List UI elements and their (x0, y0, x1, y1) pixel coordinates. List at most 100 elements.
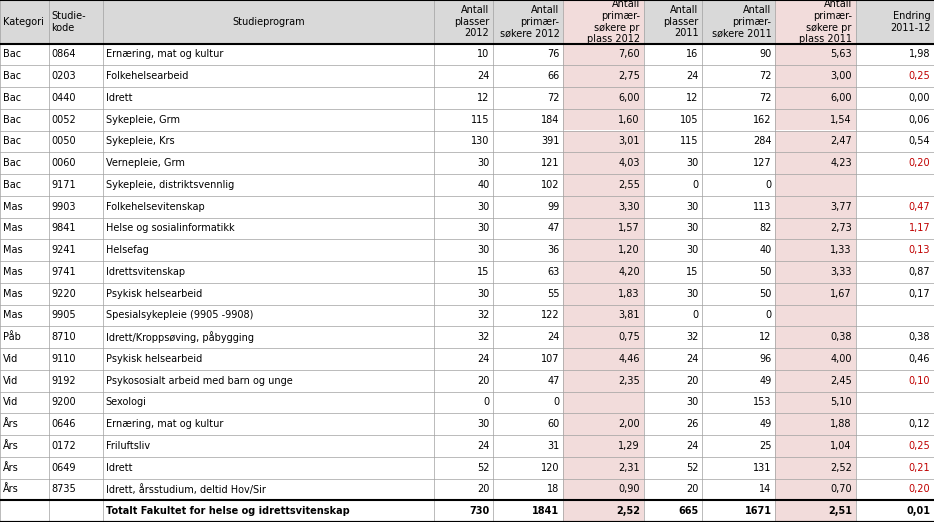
Text: 3,30: 3,30 (618, 201, 640, 211)
Text: 0,46: 0,46 (909, 354, 930, 364)
Text: 1,17: 1,17 (909, 223, 930, 233)
Bar (563, 348, 644, 370)
Text: 0172: 0172 (51, 441, 76, 451)
Text: 9241: 9241 (51, 245, 76, 255)
Text: Idrettsvitenskap: Idrettsvitenskap (106, 267, 185, 277)
Text: 0649: 0649 (51, 462, 76, 472)
Text: 16: 16 (686, 50, 699, 60)
Text: 107: 107 (541, 354, 559, 364)
Text: 0: 0 (765, 180, 771, 190)
Text: 40: 40 (477, 180, 489, 190)
Text: Bac: Bac (3, 71, 21, 81)
Bar (0, 0, 934, 43)
Text: 49: 49 (759, 419, 771, 429)
Text: 5,10: 5,10 (830, 397, 852, 407)
Text: 30: 30 (686, 397, 699, 407)
Text: 0: 0 (692, 311, 699, 321)
Text: 4,03: 4,03 (618, 158, 640, 168)
Bar (775, 435, 856, 457)
Text: 32: 32 (477, 332, 489, 342)
Text: 31: 31 (547, 441, 559, 451)
Text: 115: 115 (471, 115, 489, 125)
Text: 2,55: 2,55 (618, 180, 640, 190)
Text: 12: 12 (477, 93, 489, 103)
Text: 3,01: 3,01 (618, 136, 640, 146)
Text: 30: 30 (686, 158, 699, 168)
Text: 0440: 0440 (51, 93, 76, 103)
Bar (775, 500, 856, 522)
Text: 1,54: 1,54 (830, 115, 852, 125)
Bar (775, 87, 856, 109)
Text: 2,73: 2,73 (830, 223, 852, 233)
Text: 2,52: 2,52 (830, 462, 852, 472)
Text: 99: 99 (547, 201, 559, 211)
Bar (563, 174, 644, 196)
Text: Bac: Bac (3, 180, 21, 190)
Text: Mas: Mas (3, 245, 22, 255)
Text: Mas: Mas (3, 223, 22, 233)
Bar (0, 261, 934, 283)
Text: 0,47: 0,47 (909, 201, 930, 211)
Bar (775, 174, 856, 196)
Text: 24: 24 (686, 441, 699, 451)
Text: 184: 184 (541, 115, 559, 125)
Text: 0,38: 0,38 (909, 332, 930, 342)
Text: 30: 30 (686, 223, 699, 233)
Text: Antall
plasser
2012: Antall plasser 2012 (454, 5, 489, 38)
Text: 9905: 9905 (51, 311, 76, 321)
Text: 52: 52 (477, 462, 489, 472)
Text: 1,57: 1,57 (618, 223, 640, 233)
Text: Års: Års (3, 484, 19, 494)
Text: Antall
primær-
søkere pr
plass 2011: Antall primær- søkere pr plass 2011 (799, 0, 852, 44)
Text: 24: 24 (477, 441, 489, 451)
Text: Bac: Bac (3, 93, 21, 103)
Text: 0052: 0052 (51, 115, 76, 125)
Text: 30: 30 (477, 245, 489, 255)
Bar (775, 413, 856, 435)
Text: 127: 127 (753, 158, 771, 168)
Bar (775, 239, 856, 261)
Text: 1671: 1671 (744, 506, 771, 516)
Bar (563, 65, 644, 87)
Text: 2,75: 2,75 (618, 71, 640, 81)
Bar (0, 174, 934, 196)
Text: 9903: 9903 (51, 201, 76, 211)
Text: Psykisk helsearbeid: Psykisk helsearbeid (106, 289, 202, 299)
Text: Bac: Bac (3, 158, 21, 168)
Text: Mas: Mas (3, 201, 22, 211)
Text: Antall
primær-
søkere 2012: Antall primær- søkere 2012 (500, 5, 559, 38)
Text: Påb: Påb (3, 332, 21, 342)
Text: 113: 113 (753, 201, 771, 211)
Text: Bac: Bac (3, 136, 21, 146)
Bar (563, 479, 644, 500)
Text: 0,38: 0,38 (830, 332, 852, 342)
Text: 105: 105 (680, 115, 699, 125)
Text: 6,00: 6,00 (830, 93, 852, 103)
Text: 82: 82 (759, 223, 771, 233)
Text: 12: 12 (686, 93, 699, 103)
Text: 30: 30 (686, 245, 699, 255)
Text: 0: 0 (692, 180, 699, 190)
Text: 115: 115 (680, 136, 699, 146)
Text: 5,63: 5,63 (830, 50, 852, 60)
Text: 6,00: 6,00 (618, 93, 640, 103)
Text: Ernæring, mat og kultur: Ernæring, mat og kultur (106, 419, 223, 429)
Text: 20: 20 (477, 376, 489, 386)
Text: 1,83: 1,83 (618, 289, 640, 299)
Text: Antall
plasser
2011: Antall plasser 2011 (663, 5, 699, 38)
Text: Studieprogram: Studieprogram (233, 17, 304, 27)
Text: Års: Års (3, 419, 19, 429)
Text: 9200: 9200 (51, 397, 76, 407)
Text: 2,00: 2,00 (618, 419, 640, 429)
Bar (563, 283, 644, 304)
Text: 15: 15 (686, 267, 699, 277)
Bar (775, 109, 856, 130)
Text: 15: 15 (477, 267, 489, 277)
Text: 1,20: 1,20 (618, 245, 640, 255)
Text: Vid: Vid (3, 376, 18, 386)
Text: 24: 24 (477, 71, 489, 81)
Text: 32: 32 (686, 332, 699, 342)
Text: 9110: 9110 (51, 354, 76, 364)
Bar (563, 239, 644, 261)
Bar (563, 261, 644, 283)
